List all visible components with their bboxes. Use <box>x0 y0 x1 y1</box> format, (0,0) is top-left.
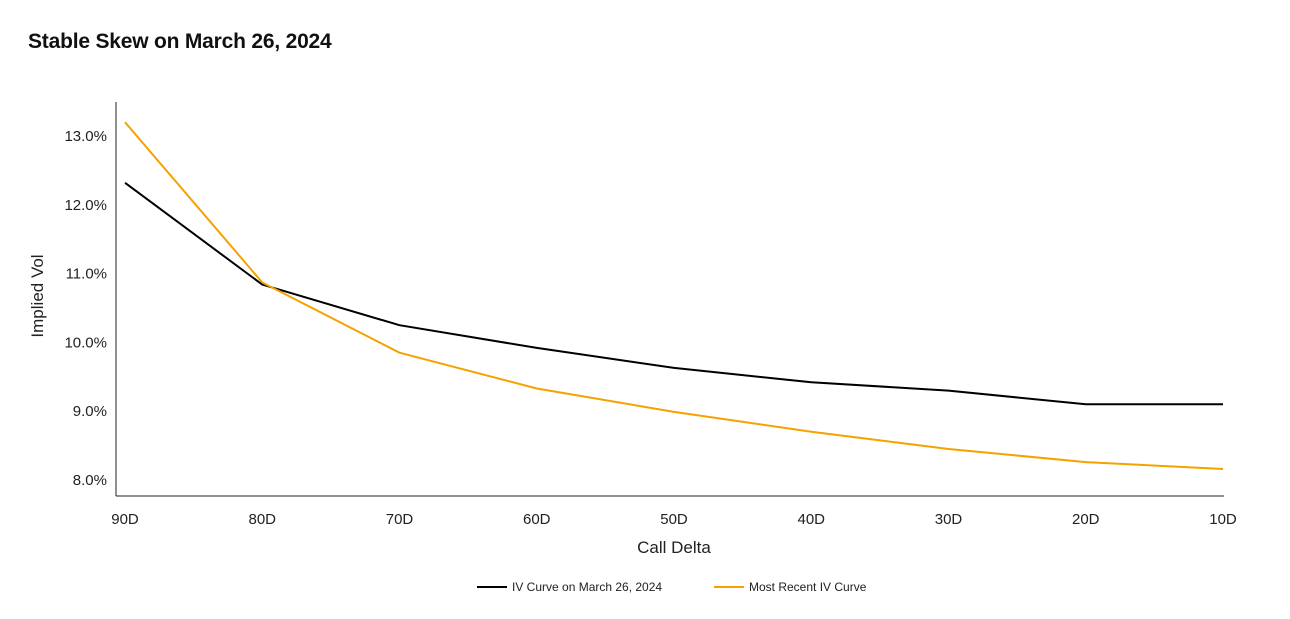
x-tick-label: 70D <box>386 511 414 528</box>
y-tick-label: 8.0% <box>73 472 107 489</box>
legend-label: Most Recent IV Curve <box>749 580 867 594</box>
y-axis-label: Implied Vol <box>28 254 47 337</box>
x-tick-label: 20D <box>1072 511 1100 528</box>
y-tick-label: 11.0% <box>66 266 107 283</box>
chart-title: Stable Skew on March 26, 2024 <box>28 30 332 53</box>
x-tick-labels: 90D 80D 70D 60D 50D 40D 30D 20D 10D <box>111 511 1237 528</box>
x-tick-label: 80D <box>248 511 276 528</box>
series-line-2 <box>124 121 1224 470</box>
series-line-1 <box>124 181 1223 406</box>
x-axis-label: Call Delta <box>637 538 711 557</box>
legend-label: IV Curve on March 26, 2024 <box>512 580 662 594</box>
y-tick-labels: 8.0% 9.0% 10.0% 11.0% 12.0% 13.0% <box>64 128 107 489</box>
y-tick-label: 10.0% <box>64 334 107 351</box>
y-tick-label: 9.0% <box>73 403 107 420</box>
x-tick-label: 50D <box>660 511 688 528</box>
x-tick-label: 60D <box>523 511 551 528</box>
x-tick-label: 30D <box>935 511 963 528</box>
legend: IV Curve on March 26, 2024 Most Recent IV… <box>477 580 867 594</box>
series-lines <box>124 121 1224 470</box>
y-tick-label: 13.0% <box>64 128 107 145</box>
y-tick-label: 12.0% <box>64 197 107 214</box>
axes <box>115 102 1224 497</box>
x-tick-label: 90D <box>111 511 139 528</box>
x-tick-label: 10D <box>1209 511 1237 528</box>
x-tick-label: 40D <box>797 511 825 528</box>
